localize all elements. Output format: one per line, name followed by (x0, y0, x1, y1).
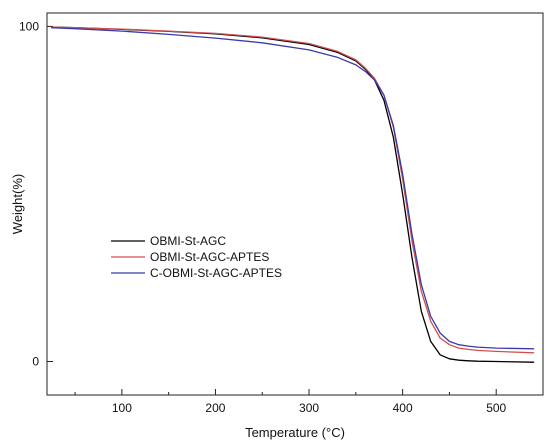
series-line-0 (51, 26, 535, 363)
plot-frame (46, 12, 544, 396)
y-tick-label: 0 (32, 354, 39, 368)
x-tick-label: 500 (486, 401, 506, 415)
y-axis-ticks: 0 100 (19, 19, 53, 368)
y-tick-label: 100 (19, 19, 39, 33)
series-line-1 (51, 26, 535, 354)
legend-label-obmi-st-agc: OBMI-St-AGC (150, 234, 226, 248)
legend-label-c-obmi-st-agc-aptes: C-OBMI-St-AGC-APTES (150, 266, 282, 280)
series-line-2 (51, 27, 535, 350)
x-tick-label: 300 (299, 401, 319, 415)
x-axis-ticks: 100 200 300 400 500 (74, 389, 507, 415)
y-axis-title: Weight(%) (10, 174, 25, 234)
legend: OBMI-St-AGC OBMI-St-AGC-APTES C-OBMI-St-… (111, 234, 282, 280)
x-tick-label: 100 (112, 401, 132, 415)
legend-label-obmi-st-agc-aptes: OBMI-St-AGC-APTES (150, 250, 269, 264)
series-layer (51, 26, 535, 363)
x-tick-label: 400 (393, 401, 413, 415)
x-axis-title: Temperature (°C) (245, 425, 345, 440)
x-tick-label: 200 (205, 401, 225, 415)
